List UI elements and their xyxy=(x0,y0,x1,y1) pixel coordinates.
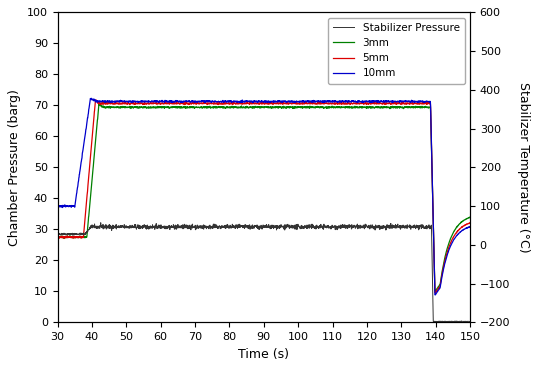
10mm xyxy=(432,293,438,297)
5mm xyxy=(255,102,261,106)
Y-axis label: Chamber Pressure (barg): Chamber Pressure (barg) xyxy=(8,89,22,246)
3mm xyxy=(432,289,438,293)
3mm xyxy=(54,235,61,240)
10mm xyxy=(75,178,82,182)
Stabilizer Pressure xyxy=(461,320,468,324)
10mm xyxy=(54,204,61,208)
10mm xyxy=(455,232,462,236)
3mm xyxy=(255,105,261,109)
Stabilizer Pressure xyxy=(97,221,104,225)
Stabilizer Pressure xyxy=(54,232,61,236)
5mm xyxy=(455,228,462,232)
10mm xyxy=(467,224,473,229)
Stabilizer Pressure xyxy=(255,225,261,230)
3mm xyxy=(455,223,462,228)
3mm xyxy=(455,223,462,227)
Y-axis label: Stabilizer Temperature (°C): Stabilizer Temperature (°C) xyxy=(516,82,530,253)
Line: 5mm: 5mm xyxy=(58,100,470,293)
Line: Stabilizer Pressure: Stabilizer Pressure xyxy=(58,223,470,322)
X-axis label: Time (s): Time (s) xyxy=(238,348,289,361)
Stabilizer Pressure xyxy=(467,319,473,324)
Stabilizer Pressure xyxy=(379,225,386,229)
Stabilizer Pressure xyxy=(455,319,462,324)
3mm xyxy=(75,235,82,240)
3mm xyxy=(379,106,386,110)
5mm xyxy=(54,235,61,240)
10mm xyxy=(244,100,251,104)
Stabilizer Pressure xyxy=(75,232,82,237)
Stabilizer Pressure xyxy=(244,224,251,228)
5mm xyxy=(455,228,462,232)
Legend: Stabilizer Pressure, 3mm, 5mm, 10mm: Stabilizer Pressure, 3mm, 5mm, 10mm xyxy=(328,18,465,84)
Line: 3mm: 3mm xyxy=(58,104,470,291)
3mm xyxy=(467,215,473,219)
5mm xyxy=(379,102,386,106)
5mm xyxy=(93,97,99,102)
10mm xyxy=(255,99,261,103)
5mm xyxy=(432,291,438,295)
5mm xyxy=(467,221,473,225)
10mm xyxy=(379,99,386,104)
Stabilizer Pressure xyxy=(455,319,461,324)
3mm xyxy=(96,101,103,106)
5mm xyxy=(244,101,251,105)
10mm xyxy=(88,96,95,100)
5mm xyxy=(75,234,82,239)
10mm xyxy=(455,232,462,236)
Line: 10mm: 10mm xyxy=(58,98,470,295)
3mm xyxy=(244,105,251,109)
